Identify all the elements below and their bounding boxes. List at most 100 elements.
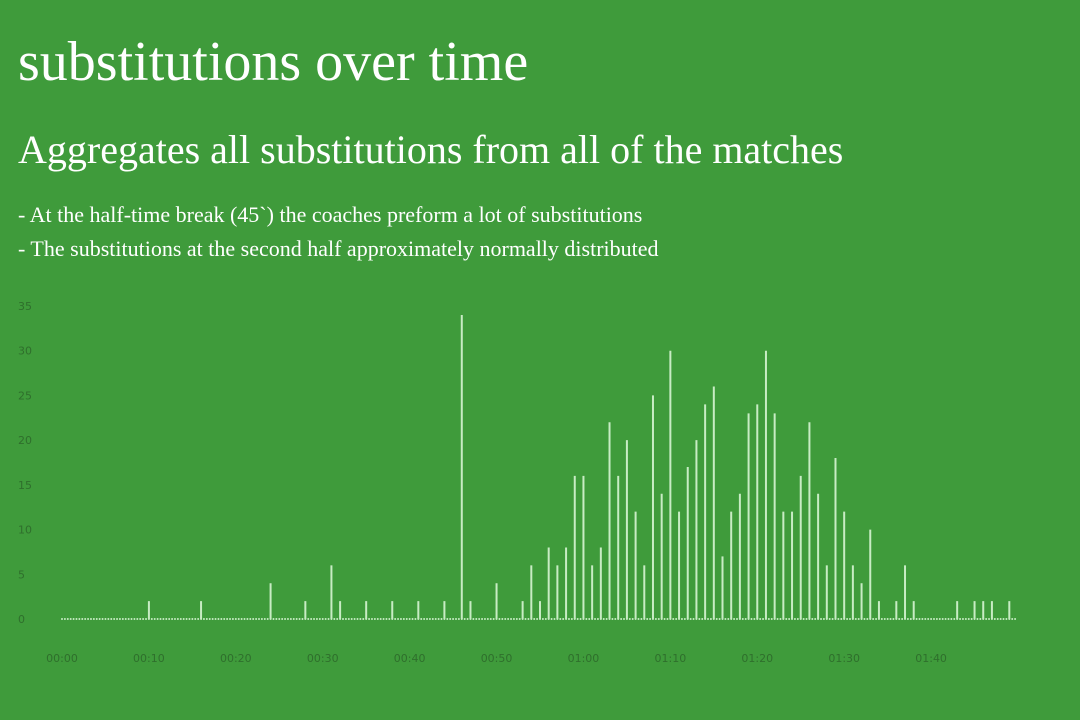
baseline-dot [539,618,541,620]
baseline-dot [956,618,959,620]
baseline-dot [478,618,481,620]
baseline-dot [266,618,269,620]
baseline-dot [620,618,623,620]
baseline-dot [121,618,124,620]
baseline-dot [333,618,336,620]
baseline-dot [1005,618,1008,620]
y-tick-label: 35 [18,300,32,313]
baseline-dot [782,618,785,620]
baseline-dot [223,618,226,620]
baseline-dot [872,618,875,620]
baseline-dot [918,618,921,620]
baseline-dot [437,618,440,620]
baseline-dot [481,618,484,620]
baseline-dot [802,618,805,620]
baseline-dot [231,618,234,620]
baseline-dot [738,618,741,620]
baseline-dot [139,618,142,620]
baseline-dot [779,618,782,620]
baseline-dot [628,618,631,620]
baseline-dot [498,618,501,620]
baseline-dot [570,618,573,620]
baseline-dot [168,618,171,620]
baseline-dot [426,618,429,620]
baseline-dot [81,618,84,620]
baseline-dot [550,618,553,620]
baseline-dot [744,618,747,620]
baseline-dot [788,618,791,620]
baseline-dot [475,618,478,620]
y-axis: 0 5 10 15 20 25 30 35 [18,300,32,626]
baseline-dot [530,618,533,620]
baseline-dot [637,618,640,620]
baseline-dot [220,618,223,620]
baseline-dot [669,618,672,620]
baseline-dot [898,618,901,620]
baseline-dot [689,618,692,620]
baseline-dot [1011,618,1014,620]
baseline-dot [252,618,255,620]
baseline-dot [162,618,165,620]
baseline-dot [854,618,857,620]
baseline-dot [646,618,649,620]
baseline-dot [118,618,121,620]
baseline-dot [229,618,232,620]
baseline-dot [310,618,313,620]
baseline-dot [368,618,371,620]
x-tick-label: 01:40 [915,652,947,665]
baseline-dot [735,618,738,620]
baseline-dot [892,618,895,620]
y-tick-label: 25 [18,389,32,402]
baseline-dot [370,618,373,620]
baseline-dot [463,618,466,620]
baseline-dot [110,618,113,620]
baseline-dot [78,618,81,620]
baseline-dot [460,618,463,620]
baseline-dot [446,618,449,620]
baseline-dot [889,618,892,620]
baseline-dot [730,618,733,620]
baseline-dot [753,618,756,620]
baseline-dot [243,618,246,620]
baseline-dot [582,618,585,620]
baseline-dot [61,618,63,620]
baseline-dot [521,618,524,620]
baseline-dot [449,618,452,620]
substitutions-bar-chart: 0 5 10 15 20 25 30 35 00:00 00:10 00:20 00:30 00:40… [18,300,1017,665]
baseline-dot [614,618,617,620]
baseline-dot [321,618,324,620]
baseline-dot [394,618,397,620]
baseline-dot [344,618,347,620]
baseline-dot [124,618,127,620]
baseline-dot [828,618,831,620]
baseline-dot [350,618,353,620]
baseline-dot [298,618,301,620]
baseline-dot [565,618,568,620]
baseline-dot [611,618,614,620]
baseline-dot [886,618,889,620]
baseline-dot [927,618,930,620]
baseline-dot [875,618,878,620]
baseline-dot [811,618,814,620]
baseline-dot [944,618,947,620]
x-tick-label: 01:00 [568,652,600,665]
baseline-dot [594,618,597,620]
baseline-dot [200,618,203,620]
baseline-dot [179,618,182,620]
baseline-dot [924,618,927,620]
baseline-dot [469,618,472,620]
baseline-dot [84,618,87,620]
baseline-dot [504,618,507,620]
baseline-dot [185,618,188,620]
baseline-dot [764,618,767,620]
baseline-dot [423,618,426,620]
baseline-dot [98,618,101,620]
baseline-dot [101,618,104,620]
baseline-dot [904,618,907,620]
baseline-dot [541,618,544,620]
baseline-dot [420,618,423,620]
x-tick-label: 00:20 [220,652,252,665]
baseline-dot [750,618,753,620]
baseline-dot [785,618,788,620]
baseline-dot [556,618,559,620]
